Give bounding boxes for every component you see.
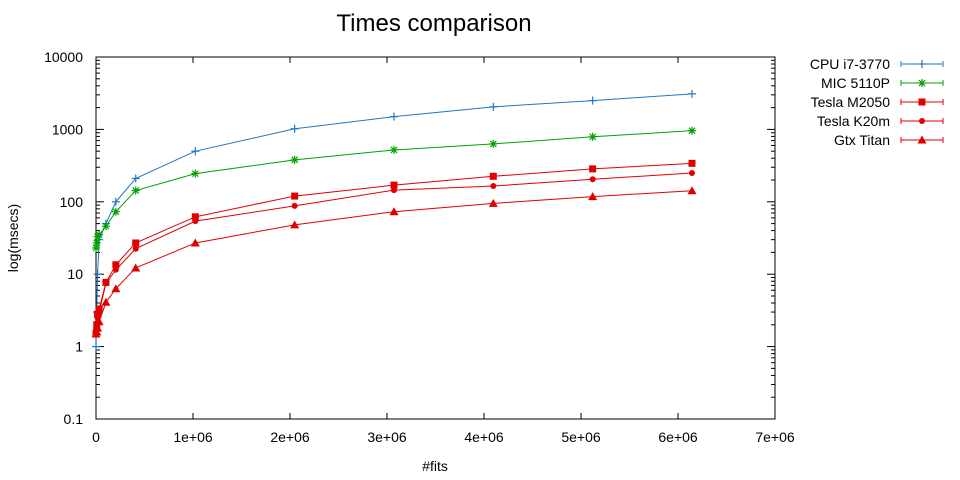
x-tick-label: 4e+06 [464, 429, 504, 445]
data-point [389, 145, 398, 154]
data-point [687, 89, 696, 98]
data-point [290, 220, 300, 229]
legend: CPU i7-3770 MIC 5110P Tesla M2050 Tesla K20… [810, 56, 944, 148]
series-0 [92, 89, 696, 351]
data-point [489, 172, 497, 180]
plot-series [91, 89, 697, 351]
data-point [95, 230, 104, 239]
plot-frame [95, 56, 776, 420]
legend-item: MIC 5110P [821, 75, 944, 91]
data-point [191, 147, 200, 156]
x-tick-label: 6e+06 [658, 429, 698, 445]
legend-item: Tesla M2050 [811, 94, 944, 110]
legend-marker [918, 79, 926, 87]
data-point [190, 238, 200, 247]
x-tick-label: 2e+06 [270, 429, 310, 445]
data-point [112, 266, 119, 273]
data-point [290, 155, 299, 164]
x-axis: 0 1e+06 2e+06 3e+06 4e+06 5e+06 6e+06 7e+06 [92, 57, 795, 445]
data-point [132, 245, 139, 252]
data-point [93, 270, 102, 279]
legend-marker [917, 135, 927, 144]
data-point [111, 207, 120, 216]
data-point [102, 280, 109, 287]
data-point [390, 187, 397, 194]
data-point [389, 207, 399, 216]
data-point [490, 183, 497, 190]
legend-label: CPU i7-3770 [810, 56, 890, 72]
legend-label: Tesla K20m [817, 113, 890, 129]
x-tick-label: 3e+06 [367, 429, 407, 445]
y-tick-label: 10 [67, 266, 83, 282]
x-tick-label: 7e+06 [755, 429, 795, 445]
data-point [589, 165, 597, 173]
data-point [191, 213, 199, 221]
legend-marker [918, 60, 926, 68]
legend-item: Tesla K20m [817, 113, 944, 129]
legend-item: CPU i7-3770 [810, 56, 944, 72]
y-tick-label: 10000 [44, 49, 83, 65]
data-point [588, 192, 598, 201]
data-point [131, 174, 140, 183]
data-point [390, 181, 398, 189]
x-tick-label: 5e+06 [561, 429, 601, 445]
data-point [101, 222, 110, 231]
data-point [291, 202, 298, 209]
legend-marker [919, 118, 925, 124]
y-tick-label: 1 [75, 339, 83, 355]
series-line [95, 93, 693, 347]
legend-marker [918, 98, 926, 106]
data-point [488, 198, 498, 207]
x-tick-label: 1e+06 [173, 429, 213, 445]
data-point [101, 297, 111, 306]
legend-label: MIC 5110P [821, 75, 890, 91]
series-1 [92, 126, 696, 253]
data-point [588, 132, 597, 141]
data-point [111, 284, 121, 293]
data-point [588, 96, 597, 105]
data-point [192, 218, 199, 225]
data-point [687, 186, 697, 195]
x-tick-label: 0 [92, 429, 100, 445]
series-line [95, 172, 693, 330]
data-point [96, 309, 103, 316]
y-tick-label: 100 [60, 194, 84, 210]
data-point [93, 323, 103, 332]
data-point [191, 169, 200, 178]
data-point [131, 263, 141, 272]
data-point [112, 261, 120, 269]
data-point [687, 126, 696, 135]
data-point [94, 317, 104, 326]
y-axis-label: log(msecs) [5, 204, 21, 272]
data-point [290, 124, 299, 133]
legend-label: Tesla M2050 [811, 94, 891, 110]
data-point [291, 192, 299, 200]
chart-title: Times comparison [336, 10, 531, 37]
legend-item: Gtx Titan [834, 132, 944, 148]
data-point [489, 139, 498, 148]
data-point [389, 112, 398, 121]
y-tick-label: 1000 [52, 121, 83, 137]
legend-label: Gtx Titan [834, 132, 890, 148]
data-point [111, 197, 120, 206]
data-point [92, 238, 101, 247]
x-axis-label: #fits [422, 458, 448, 474]
data-point [688, 169, 695, 176]
data-point [688, 159, 696, 167]
y-axis: 0.1 1 10 100 1000 10000 [44, 49, 775, 427]
data-point [92, 342, 101, 351]
data-point [131, 186, 140, 195]
y-tick-label: 0.1 [64, 411, 84, 427]
data-point [132, 239, 140, 247]
data-point [589, 176, 596, 183]
series-3 [93, 169, 695, 333]
series-4 [91, 186, 697, 338]
data-point [489, 102, 498, 111]
